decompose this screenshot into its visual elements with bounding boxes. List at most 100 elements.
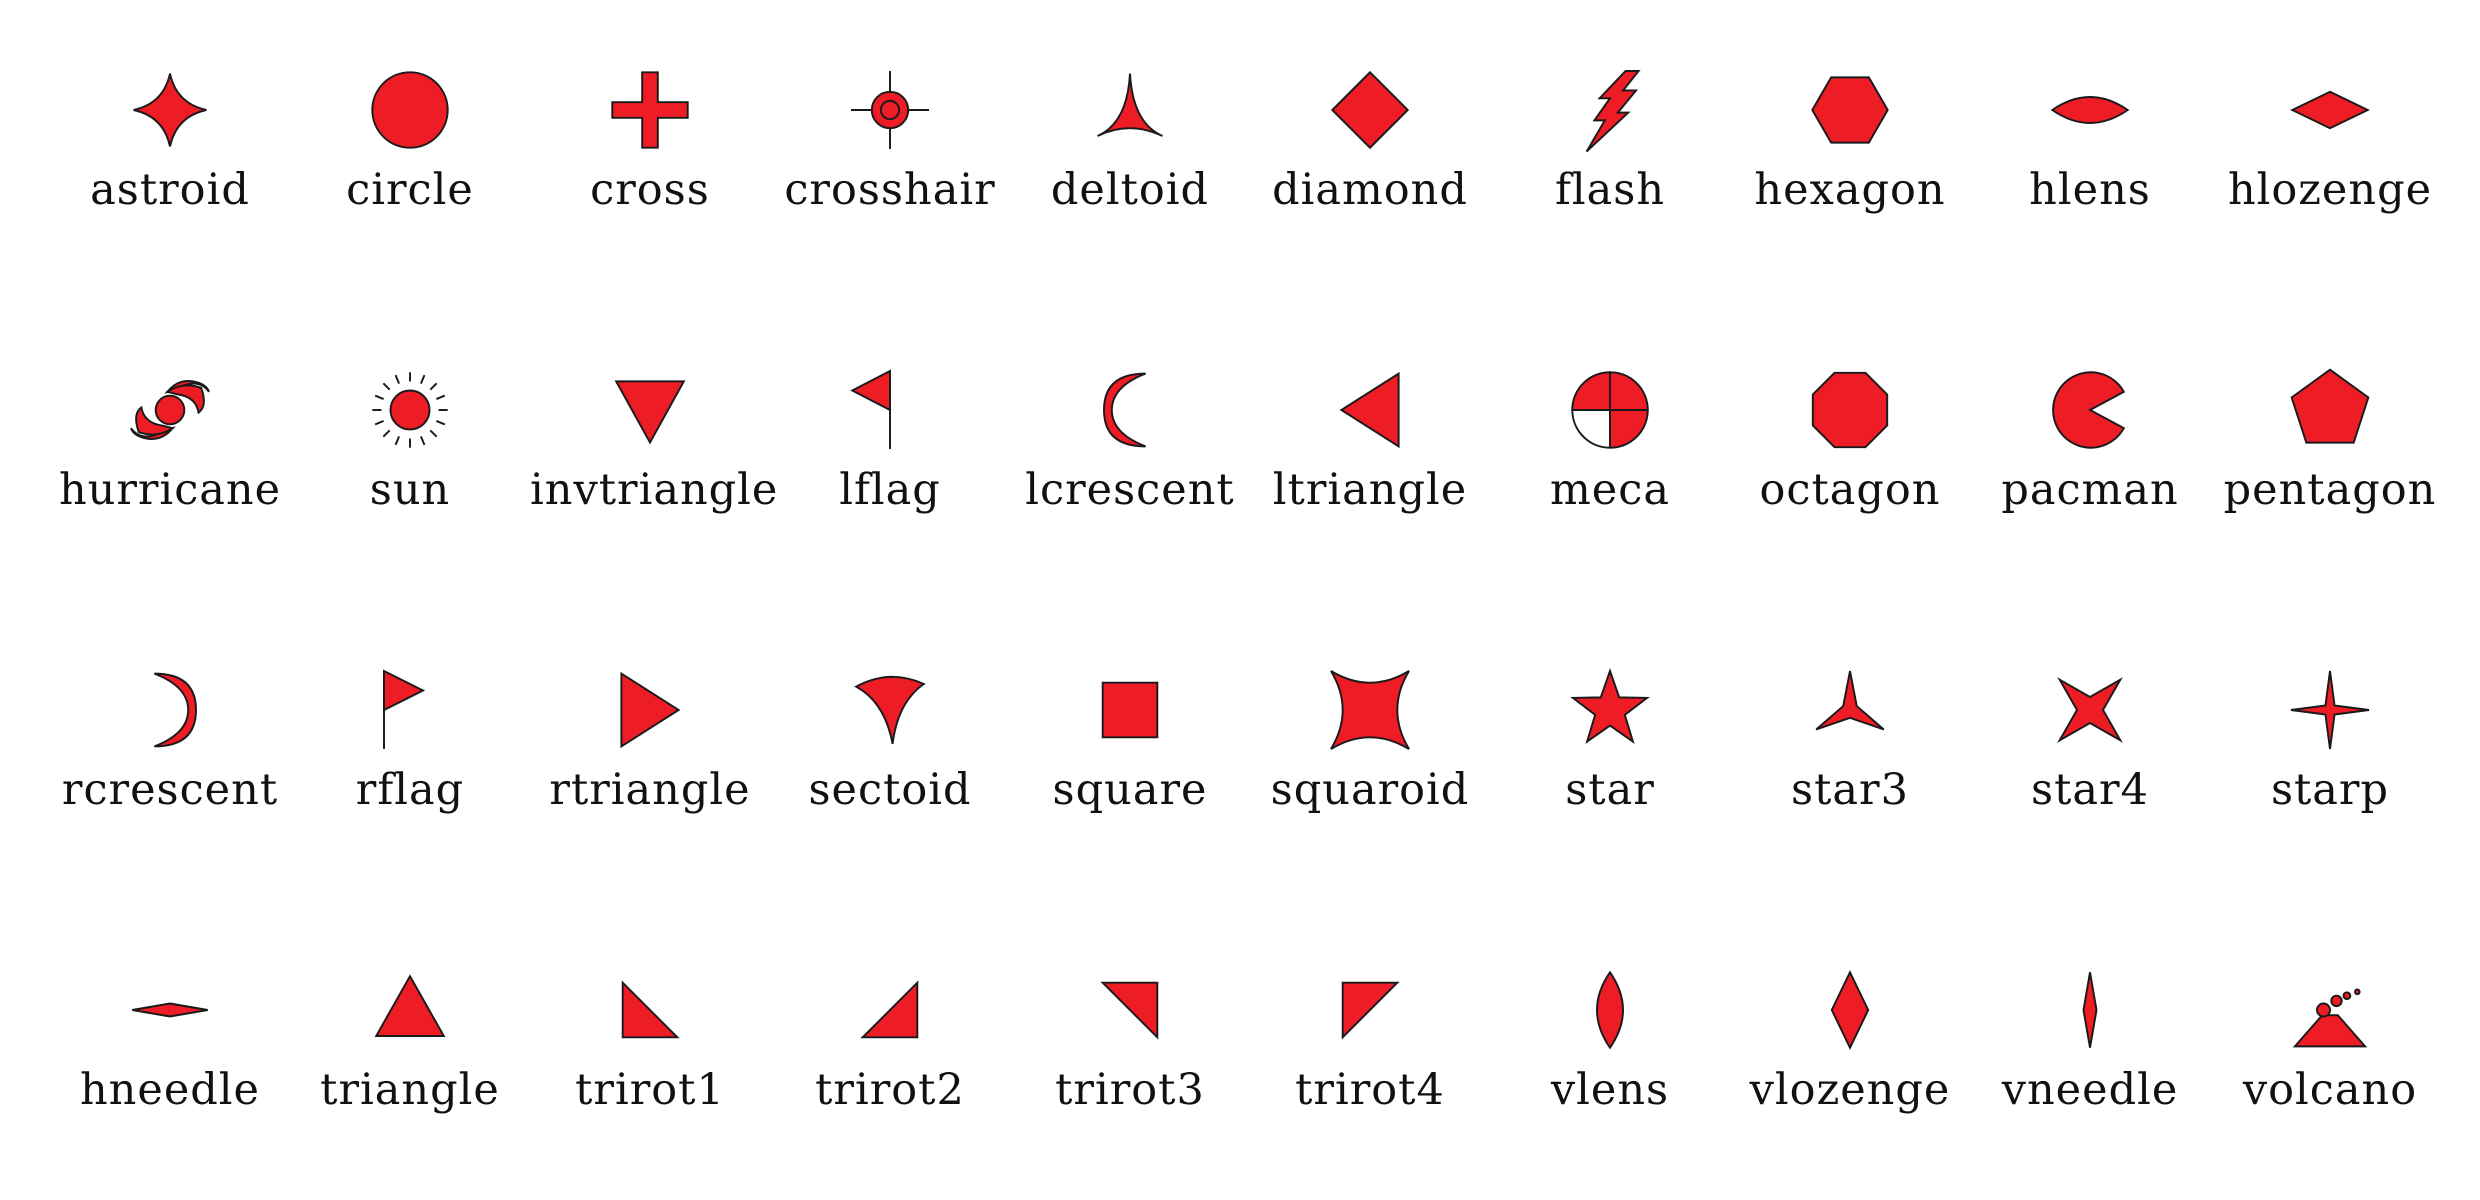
- symbol-label: rcrescent: [61, 765, 279, 815]
- symbol-label: hexagon: [1754, 165, 1946, 215]
- symbol-label: lflag: [839, 465, 941, 515]
- symbol-label: octagon: [1759, 465, 1941, 515]
- symbol-label: squaroid: [1270, 765, 1470, 815]
- squaroid-icon: [1305, 645, 1435, 780]
- symbol-cell-hlozenge: hlozenge: [2210, 0, 2450, 300]
- symbol-cell-triangle: triangle: [290, 900, 530, 1200]
- symbol-label: deltoid: [1050, 165, 1210, 215]
- symbol-cell-vlens: vlens: [1490, 900, 1730, 1200]
- vlens-icon: [1545, 945, 1675, 1080]
- symbol-label: star4: [2031, 765, 2149, 815]
- square-icon: [1065, 645, 1195, 780]
- symbol-label: meca: [1550, 465, 1670, 515]
- trirot1-icon: [585, 945, 715, 1080]
- ltriangle-icon: [1305, 345, 1435, 480]
- symbol-label: astroid: [90, 165, 250, 215]
- symbol-cell-trirot1: trirot1: [530, 900, 770, 1200]
- symbol-cell-flash: flash: [1490, 0, 1730, 300]
- symbol-label: ltriangle: [1272, 465, 1468, 515]
- symbol-cell-starp: starp: [2210, 600, 2450, 900]
- symbol-cell-ltriangle: ltriangle: [1250, 300, 1490, 600]
- symbol-label: star: [1565, 765, 1655, 815]
- symbol-label: circle: [346, 165, 474, 215]
- octagon-icon: [1785, 345, 1915, 480]
- symbol-cell-rcrescent: rcrescent: [50, 600, 290, 900]
- symbol-label: hneedle: [79, 1065, 260, 1115]
- symbol-cell-crosshair: crosshair: [770, 0, 1010, 300]
- symbol-label: pentagon: [2223, 465, 2437, 515]
- crosshair-icon: [825, 45, 955, 180]
- invtriangle-icon: [585, 345, 715, 480]
- astroid-icon: [105, 45, 235, 180]
- symbol-label: star3: [1791, 765, 1909, 815]
- symbol-cell-deltoid: deltoid: [1010, 0, 1250, 300]
- vlozenge-icon: [1785, 945, 1915, 1080]
- symbol-label: vneedle: [2001, 1065, 2179, 1115]
- rcrescent-icon: [105, 645, 235, 780]
- symbol-cell-hlens: hlens: [1970, 0, 2210, 300]
- symbol-cell-squaroid: squaroid: [1250, 600, 1490, 900]
- rflag-icon: [345, 645, 475, 780]
- symbol-label: rtriangle: [549, 765, 751, 815]
- symbol-cell-square: square: [1010, 600, 1250, 900]
- vneedle-icon: [2025, 945, 2155, 1080]
- symbol-cell-volcano: volcano: [2210, 900, 2450, 1200]
- symbol-cell-trirot3: trirot3: [1010, 900, 1250, 1200]
- symbol-cell-astroid: astroid: [50, 0, 290, 300]
- symbol-cell-invtriangle: invtriangle: [530, 300, 779, 600]
- triangle-icon: [345, 945, 475, 1080]
- symbol-label: trirot4: [1295, 1065, 1445, 1115]
- hurricane-icon: [105, 345, 235, 480]
- symbol-label: triangle: [320, 1065, 500, 1115]
- trirot3-icon: [1065, 945, 1195, 1080]
- symbol-label: sectoid: [808, 765, 972, 815]
- star-icon: [1545, 645, 1675, 780]
- symbol-label: volcano: [2242, 1065, 2418, 1115]
- star4-icon: [2025, 645, 2155, 780]
- symbol-cell-pentagon: pentagon: [2210, 300, 2450, 600]
- hexagon-icon: [1785, 45, 1915, 180]
- volcano-icon: [2265, 945, 2395, 1080]
- pacman-icon: [2025, 345, 2155, 480]
- symbol-cell-sun: sun: [290, 300, 530, 600]
- symbol-cell-trirot2: trirot2: [770, 900, 1010, 1200]
- symbol-label: lcrescent: [1025, 465, 1235, 515]
- symbol-cell-trirot4: trirot4: [1250, 900, 1490, 1200]
- hlens-icon: [2025, 45, 2155, 180]
- hneedle-icon: [105, 945, 235, 1080]
- deltoid-icon: [1065, 45, 1195, 180]
- trirot2-icon: [825, 945, 955, 1080]
- symbol-label: invtriangle: [530, 465, 779, 515]
- symbol-label: diamond: [1272, 165, 1468, 215]
- symbol-label: starp: [2270, 765, 2390, 815]
- symbol-label: hlozenge: [2227, 165, 2433, 215]
- symbol-label: vlens: [1550, 1065, 1670, 1115]
- trirot4-icon: [1305, 945, 1435, 1080]
- lflag-icon: [825, 345, 955, 480]
- star3-icon: [1785, 645, 1915, 780]
- symbol-cell-rtriangle: rtriangle: [530, 600, 770, 900]
- symbol-label: vlozenge: [1749, 1065, 1951, 1115]
- cross-icon: [585, 45, 715, 180]
- symbol-label: hlens: [2029, 165, 2151, 215]
- lcrescent-icon: [1065, 345, 1195, 480]
- symbol-cell-octagon: octagon: [1730, 300, 1970, 600]
- circle-icon: [345, 45, 475, 180]
- symbol-label: crosshair: [784, 165, 996, 215]
- symbol-cell-vlozenge: vlozenge: [1730, 900, 1970, 1200]
- symbol-cell-cross: cross: [530, 0, 770, 300]
- symbol-cell-hexagon: hexagon: [1730, 0, 1970, 300]
- symbol-cell-rflag: rflag: [290, 600, 530, 900]
- meca-icon: [1545, 345, 1675, 480]
- symbol-cell-diamond: diamond: [1250, 0, 1490, 300]
- symbol-label: trirot3: [1055, 1065, 1205, 1115]
- symbol-cell-circle: circle: [290, 0, 530, 300]
- symbol-label: trirot1: [575, 1065, 725, 1115]
- symbol-label: trirot2: [815, 1065, 965, 1115]
- symbol-label: cross: [590, 165, 710, 215]
- symbol-cell-star3: star3: [1730, 600, 1970, 900]
- symbol-label: flash: [1554, 165, 1666, 215]
- symbol-cell-hurricane: hurricane: [50, 300, 290, 600]
- rtriangle-icon: [585, 645, 715, 780]
